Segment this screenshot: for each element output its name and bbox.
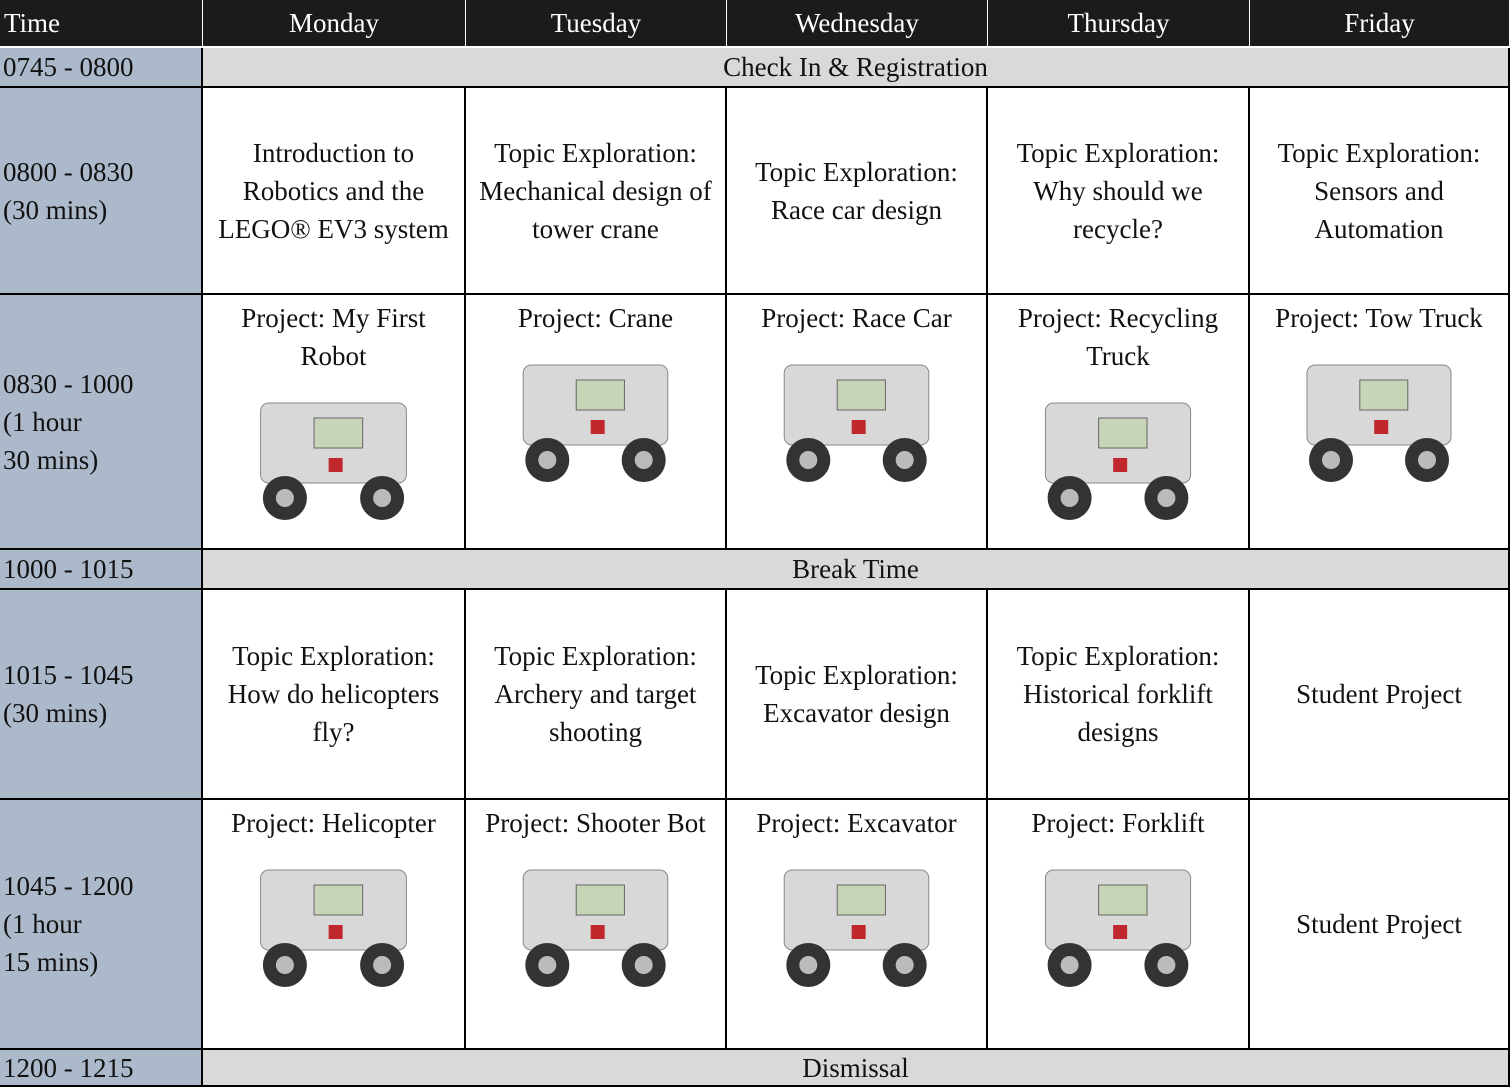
header-text: Tuesday [550,8,642,38]
header-text: Thursday [1067,8,1170,38]
time-cell: 1015 - 1045 (30 mins) [0,590,203,800]
activity-text: Topic Exploration: How do helicopters fl… [227,641,440,747]
time-text: 1045 - 1200 [3,871,134,901]
activity-cell: Topic Exploration: Mechanical design of … [466,88,727,295]
activity-cell: Project: Helicopter [203,800,466,1050]
activity-text: Project: Forklift [1031,808,1205,838]
activity-cell: Topic Exploration: Sensors and Automatio… [1250,88,1510,295]
activity-cell: Topic Exploration: Race car design [727,88,988,295]
merged-cell: Break Time [203,550,1510,590]
time-text: 30 mins) [3,444,99,475]
activity-text: Project: Shooter Bot [485,808,706,838]
time-text: 0800 - 0830 [3,156,134,187]
activity-cell: Student Project [1250,590,1510,800]
activity-text: Topic Exploration: Mechanical design of … [479,137,712,244]
header-text: Friday [1344,8,1415,38]
activity-cell: Topic Exploration: Excavator design [727,590,988,800]
activity-cell: Topic Exploration: Why should we recycle… [988,88,1250,295]
robot-image [1044,869,1192,987]
robot-image [783,364,930,482]
header-text: Wednesday [795,8,919,38]
time-cell: 0830 - 1000 (1 hour 30 mins) [0,295,203,550]
activity-text: Project: My First Robot [241,303,426,371]
time-text: 1000 - 1015 [3,554,134,584]
time-cell: 0800 - 0830 (30 mins) [0,88,203,295]
activity-text: Project: Race Car [761,303,952,333]
activity-text: Project: Helicopter [231,808,436,838]
header-text: Time [4,8,61,38]
activity-cell: Introduction to Robotics and the LEGO® E… [203,88,466,295]
merged-text: Dismissal [802,1052,909,1083]
time-cell: 1045 - 1200 (1 hour 15 mins) [0,800,203,1050]
header-cell: Tuesday [466,0,727,48]
activity-text: Topic Exploration: Sensors and Automatio… [1277,137,1481,244]
activity-cell: Topic Exploration: Historical forklift d… [988,590,1250,800]
activity-text: Project: Recycling Truck [1017,303,1219,371]
time-text: (1 hour [3,909,82,939]
robot-image [783,869,930,987]
time-cell: 1200 - 1215 [0,1050,203,1087]
activity-cell: Topic Exploration: How do helicopters fl… [203,590,466,800]
activity-cell: Topic Exploration: Archery and target sh… [466,590,727,800]
time-text: (30 mins) [3,194,108,225]
robot-image [260,869,407,987]
activity-text: Project: Tow Truck [1275,303,1483,333]
header-cell: Wednesday [727,0,988,48]
time-text: (30 mins) [3,698,108,728]
activity-cell: Project: My First Robot [203,295,466,550]
time-cell: 0745 - 0800 [0,48,203,88]
robot-image [1306,364,1452,482]
robot-image [522,364,669,482]
time-cell: 1000 - 1015 [0,550,203,590]
header-cell: Monday [203,0,466,48]
header-cell: Friday [1250,0,1510,48]
activity-cell: Project: Tow Truck [1250,295,1510,550]
merged-cell: Dismissal [203,1050,1510,1087]
activity-cell: Project: Excavator [727,800,988,1050]
activity-text: Topic Exploration: Historical forklift d… [1016,641,1220,747]
activity-cell: Student Project [1250,800,1510,1050]
time-text: 1200 - 1215 [3,1052,134,1083]
time-text: 15 mins) [3,947,99,977]
robot-image [522,869,669,987]
robot-image [1044,402,1192,520]
activity-text: Student Project [1296,679,1462,709]
merged-text: Check In & Registration [723,52,988,82]
activity-text: Project: Excavator [756,808,957,838]
activity-text: Topic Exploration: Race car design [755,156,958,225]
activity-text: Student Project [1296,909,1462,939]
activity-text: Topic Exploration: Archery and target sh… [494,641,697,747]
header-cell: Thursday [988,0,1250,48]
robot-image [260,402,407,520]
activity-text: Introduction to Robotics and the LEGO® E… [218,137,449,244]
header-cell: Time [0,0,203,48]
time-text: (1 hour [3,406,82,437]
activity-text: Project: Crane [517,303,674,333]
activity-cell: Project: Race Car [727,295,988,550]
activity-cell: Project: Crane [466,295,727,550]
activity-cell: Project: Shooter Bot [466,800,727,1050]
activity-cell: Project: Recycling Truck [988,295,1250,550]
time-text: 0745 - 0800 [3,52,134,82]
activity-text: Topic Exploration: Excavator design [755,660,958,728]
header-text: Monday [289,8,379,38]
time-text: 0830 - 1000 [3,368,134,399]
activity-cell: Project: Forklift [988,800,1250,1050]
activity-text: Topic Exploration: Why should we recycle… [1016,137,1220,244]
merged-cell: Check In & Registration [203,48,1510,88]
merged-text: Break Time [792,554,919,584]
time-text: 1015 - 1045 [3,660,134,690]
